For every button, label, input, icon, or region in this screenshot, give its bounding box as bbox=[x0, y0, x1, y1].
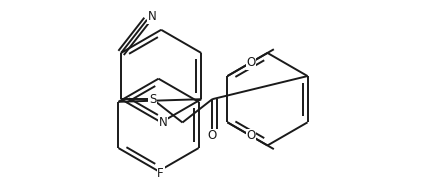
Text: S: S bbox=[149, 93, 156, 106]
Text: O: O bbox=[207, 129, 217, 142]
Text: N: N bbox=[159, 116, 167, 129]
Text: N: N bbox=[148, 10, 157, 23]
Text: F: F bbox=[157, 167, 164, 180]
Text: O: O bbox=[247, 129, 256, 142]
Text: O: O bbox=[247, 56, 256, 69]
